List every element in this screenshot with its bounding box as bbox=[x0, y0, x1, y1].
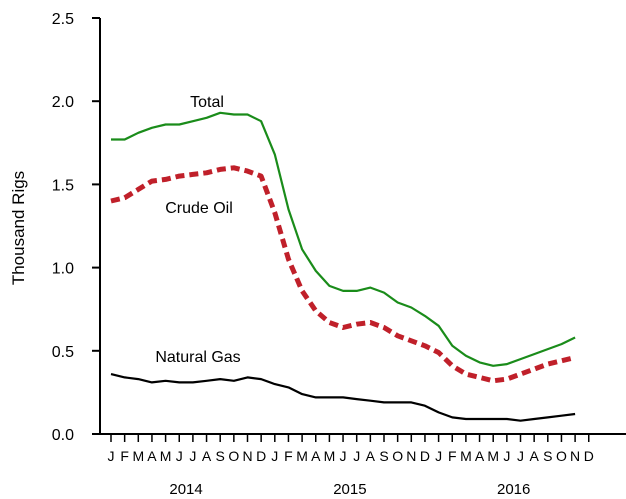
x-tick-label: M bbox=[460, 448, 472, 464]
x-tick-label: A bbox=[366, 448, 376, 464]
x-tick-label: A bbox=[311, 448, 321, 464]
series-line-total bbox=[111, 111, 576, 367]
x-tick-label: M bbox=[132, 448, 144, 464]
series-line-crude-oil bbox=[110, 165, 576, 384]
y-axis-title: Thousand Rigs bbox=[9, 171, 28, 285]
year-label: 2016 bbox=[497, 481, 530, 498]
series-lines bbox=[110, 111, 576, 422]
x-tick-label: J bbox=[176, 448, 183, 464]
y-tick-label: 2.0 bbox=[52, 94, 74, 111]
series-label-total: Total bbox=[190, 94, 224, 111]
x-tick-label: S bbox=[379, 448, 388, 464]
y-axis-ticks: 0.0 0.5 1.0 1.5 2.0 2.5 bbox=[52, 11, 100, 444]
x-tick-label: J bbox=[271, 448, 278, 464]
x-tick-label: J bbox=[353, 448, 360, 464]
x-tick-label: M bbox=[296, 448, 308, 464]
series-line-natural-gas bbox=[110, 373, 576, 422]
x-tick-label: N bbox=[406, 448, 416, 464]
series-label-natural-gas: Natural Gas bbox=[155, 349, 240, 366]
x-tick-label: J bbox=[435, 448, 442, 464]
y-tick-label: 0.0 bbox=[52, 427, 74, 444]
x-tick-label: J bbox=[108, 448, 115, 464]
y-tick-label: 2.5 bbox=[52, 11, 74, 28]
year-label: 2015 bbox=[333, 481, 366, 498]
x-tick-label: F bbox=[120, 448, 129, 464]
series-labels: Total Crude Oil Natural Gas bbox=[155, 94, 240, 366]
x-tick-label: A bbox=[202, 448, 212, 464]
x-tick-label: S bbox=[543, 448, 552, 464]
x-tick-label: J bbox=[189, 448, 196, 464]
x-tick-label: J bbox=[503, 448, 510, 464]
x-axis-ticks: J F M A M J J A S O N D J F M A M J J A S O N D J F M A M J J A S O N D2014… bbox=[108, 434, 594, 498]
x-tick-label: M bbox=[487, 448, 499, 464]
x-tick-label: A bbox=[529, 448, 539, 464]
x-tick-label: N bbox=[570, 448, 580, 464]
year-label: 2014 bbox=[169, 481, 202, 498]
x-tick-label: S bbox=[216, 448, 225, 464]
x-tick-label: O bbox=[556, 448, 567, 464]
y-tick-label: 0.5 bbox=[52, 344, 74, 361]
x-tick-label: A bbox=[475, 448, 485, 464]
x-tick-label: A bbox=[147, 448, 157, 464]
x-tick-label: D bbox=[420, 448, 430, 464]
x-tick-label: M bbox=[324, 448, 336, 464]
x-tick-label: M bbox=[160, 448, 172, 464]
y-tick-label: 1.5 bbox=[52, 177, 74, 194]
x-tick-label: J bbox=[340, 448, 347, 464]
x-tick-label: F bbox=[284, 448, 293, 464]
series-label-crude-oil: Crude Oil bbox=[165, 200, 233, 217]
x-tick-label: D bbox=[584, 448, 594, 464]
x-tick-label: O bbox=[392, 448, 403, 464]
x-tick-label: O bbox=[228, 448, 239, 464]
x-tick-label: D bbox=[256, 448, 266, 464]
x-tick-label: N bbox=[242, 448, 252, 464]
y-tick-label: 1.0 bbox=[52, 261, 74, 278]
x-tick-label: J bbox=[517, 448, 524, 464]
x-tick-label: F bbox=[448, 448, 457, 464]
